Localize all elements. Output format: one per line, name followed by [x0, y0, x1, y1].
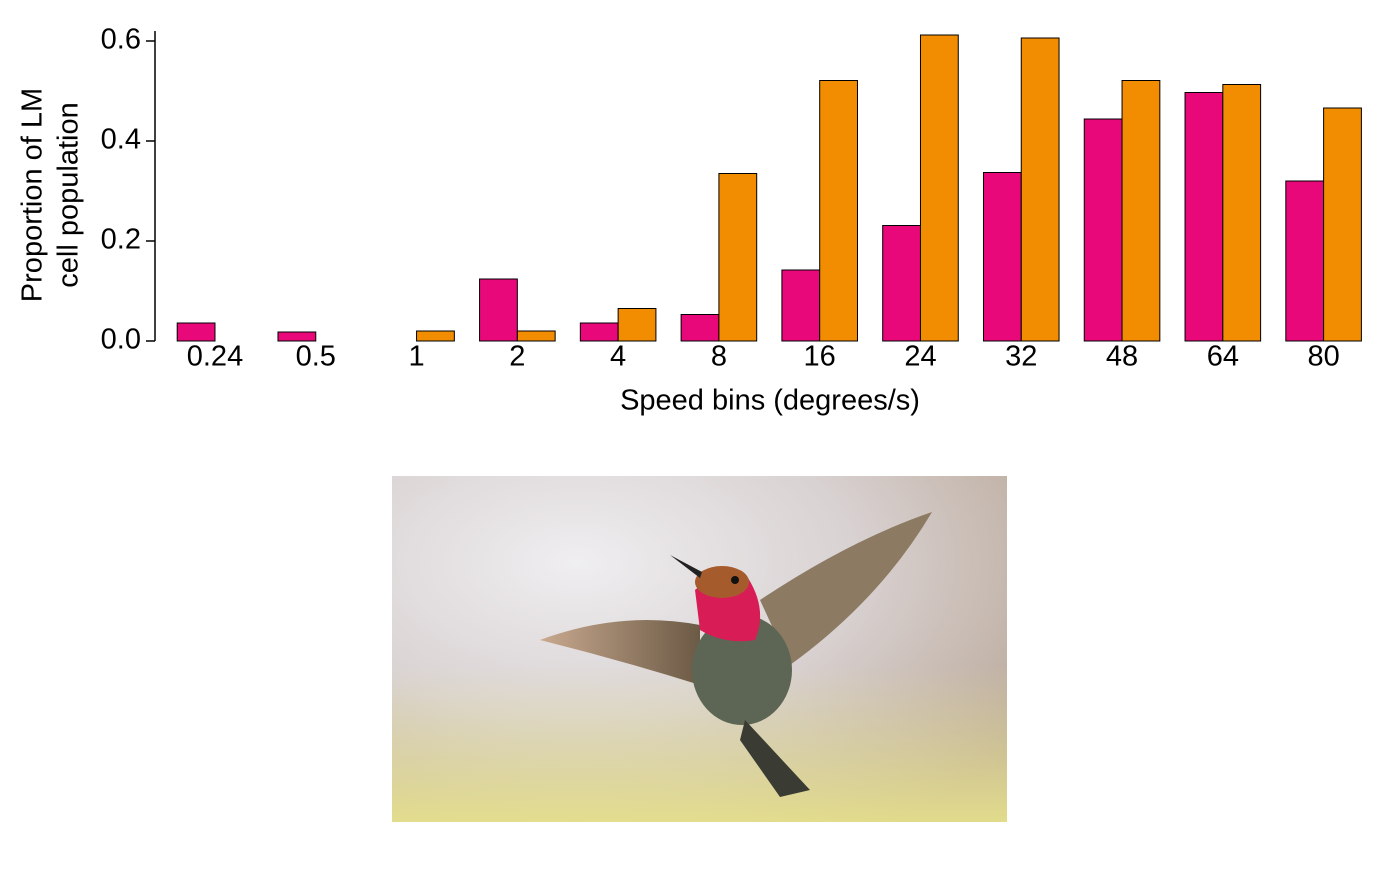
bar: [1184, 92, 1224, 342]
y-tick-label: 0.2: [101, 224, 141, 256]
bar: [1222, 84, 1262, 342]
x-tick-label: 0.24: [187, 341, 243, 373]
y-axis-label: Proportion of LM cell population: [17, 88, 85, 302]
x-axis-label: Speed bins (degrees/s): [620, 385, 920, 417]
bird-eye: [731, 576, 739, 584]
x-tick-label: 16: [804, 341, 836, 373]
bird-beak: [670, 555, 702, 578]
bar: [1285, 180, 1325, 342]
y-tick-label: 0.4: [101, 124, 141, 156]
y-axis-label-line: Proportion of LM: [17, 88, 49, 302]
x-tick-label: 4: [610, 341, 626, 373]
bar: [516, 330, 556, 342]
bird-head: [695, 566, 749, 598]
y-axis-label-line: cell population: [53, 102, 85, 287]
bar: [982, 172, 1022, 342]
bar: [718, 173, 758, 342]
bar: [617, 308, 657, 342]
x-tick-label: 64: [1207, 341, 1239, 373]
bar: [1323, 107, 1362, 342]
bar: [781, 269, 821, 342]
bar: [680, 314, 720, 342]
bird-tail: [740, 720, 810, 797]
bird-wing: [760, 512, 932, 665]
bar: [277, 331, 317, 342]
bar: [1020, 37, 1060, 342]
x-tick-label: 32: [1005, 341, 1037, 373]
bar: [1083, 118, 1123, 342]
y-tick-label: 0.6: [101, 24, 141, 56]
hummingbird-photo: [392, 476, 1007, 822]
x-tick-label: 1: [408, 341, 424, 373]
bar: [919, 34, 959, 342]
x-tick-label: 8: [711, 341, 727, 373]
bar: [819, 80, 858, 342]
x-tick-label: 24: [904, 341, 936, 373]
y-tick-label: 0.0: [101, 324, 141, 356]
bird-body: [692, 615, 792, 725]
x-tick-label: 2: [509, 341, 525, 373]
x-tick-label: 48: [1106, 341, 1138, 373]
bar: [176, 322, 216, 342]
bar: [479, 278, 518, 342]
bird-wing: [540, 620, 700, 685]
bar: [579, 322, 619, 342]
x-tick-label: 0.5: [296, 341, 336, 373]
bar: [1121, 80, 1161, 342]
x-tick-label: 80: [1307, 341, 1339, 373]
bar: [882, 225, 921, 342]
bar: [416, 330, 455, 342]
